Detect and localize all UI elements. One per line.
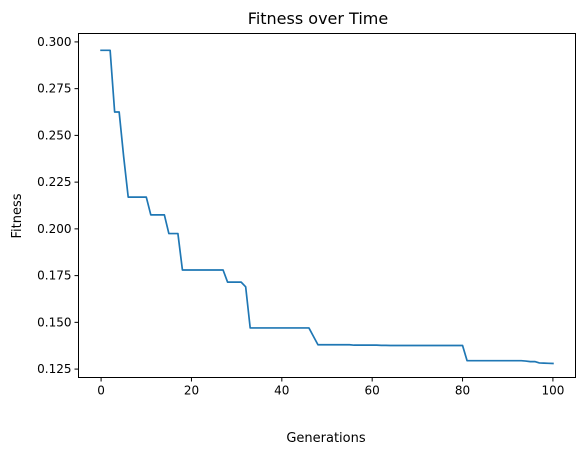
x-tick-label: 20 (184, 384, 199, 398)
y-tick-label: 0.225 (37, 175, 71, 189)
axis-ticks: 0 20 40 60 80 100 0.125 0.150 0.175 0.200 0.225 0.2… (37, 35, 564, 398)
y-tick-label: 0.250 (37, 128, 71, 142)
x-tick-label: 40 (274, 384, 289, 398)
x-tick-label: 100 (541, 384, 564, 398)
x-tick-label: 60 (365, 384, 380, 398)
y-tick-label: 0.300 (37, 35, 71, 49)
x-tick-label: 80 (455, 384, 470, 398)
plot-series (100, 49, 554, 365)
plot-frame (78, 33, 576, 378)
chart-title: Fitness over Time (248, 9, 388, 28)
x-axis-label: Generations (286, 431, 366, 446)
y-tick-label: 0.200 (37, 222, 71, 236)
fitness-line (100, 49, 554, 365)
y-tick-label: 0.175 (37, 269, 71, 283)
y-tick-label: 0.150 (37, 315, 71, 329)
x-tick-label: 0 (97, 384, 105, 398)
y-tick-label: 0.275 (37, 82, 71, 96)
y-tick-label: 0.125 (37, 362, 71, 376)
y-axis-label: Fitness (10, 193, 25, 238)
